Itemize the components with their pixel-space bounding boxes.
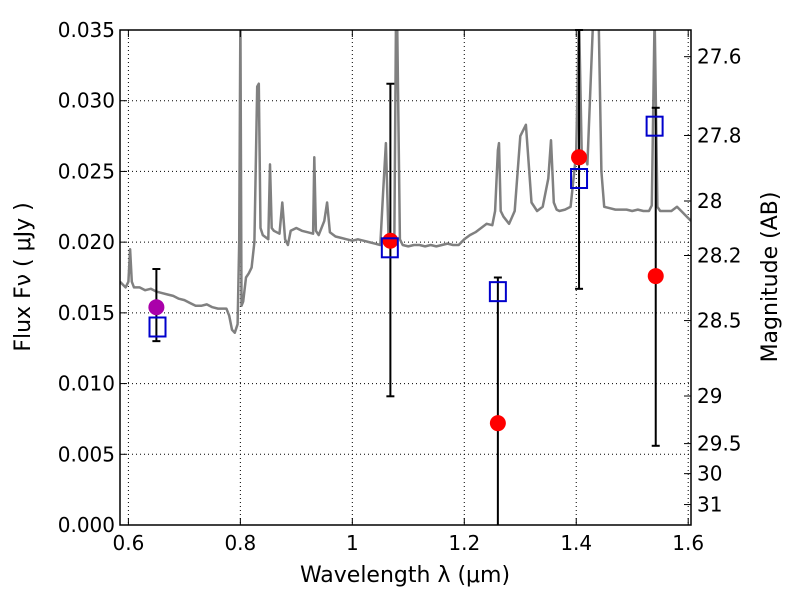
- x-tick-label: 1.2: [448, 531, 480, 555]
- plot-frame: [119, 29, 692, 526]
- x-tick-label: 1.4: [560, 531, 592, 555]
- x-tick-label: 1.6: [672, 531, 704, 555]
- y-tick-label: 0.030: [58, 89, 115, 113]
- observed-point: [647, 268, 664, 285]
- model-band-point: [645, 115, 664, 137]
- y-tick-label: 0.000: [58, 513, 115, 537]
- model-spectrum-layer: [120, 30, 691, 334]
- observed-point: [148, 299, 165, 316]
- y2-tick-label: 27.6: [697, 45, 742, 69]
- y-tick-label: 0.015: [58, 301, 115, 325]
- y2-tick-label: 28.5: [697, 309, 742, 333]
- error-bars-layer: [152, 29, 660, 525]
- y2-tick-label: 29: [697, 384, 722, 408]
- x-axis-label: Wavelength λ (μm): [300, 563, 510, 588]
- x-tick-label: 0.6: [112, 531, 144, 555]
- y-tick-label: 0.010: [58, 372, 115, 396]
- observed-point: [382, 232, 399, 249]
- y2-axis-label: Magnitude (AB): [758, 192, 783, 363]
- y2-tick-label: 28: [697, 189, 722, 213]
- y-tick-label: 0.005: [58, 442, 115, 466]
- x-tick-label: 1: [346, 531, 359, 555]
- model-band-point: [148, 316, 167, 338]
- y-tick-label: 0.035: [58, 18, 115, 42]
- y2-tick-label: 30: [697, 462, 722, 486]
- observed-point: [571, 149, 588, 166]
- observed-points-layer: [148, 149, 664, 432]
- model-band-points-layer: [148, 115, 664, 338]
- model-band-point: [488, 281, 507, 303]
- y2-axis-ticks: 27.6 27.8 28 28.2 28.5 29 29.5 30 31: [684, 45, 742, 517]
- y2-tick-label: 27.8: [697, 123, 742, 147]
- x-tick-label: 0.8: [224, 531, 256, 555]
- x-axis-ticks: 0.6 0.8 1 1.2 1.4 1.6: [112, 30, 704, 555]
- model-spectrum-line: [120, 30, 691, 334]
- y2-tick-label: 31: [697, 493, 722, 517]
- model-band-point: [380, 237, 399, 259]
- y-axis-ticks: 0.000 0.005 0.010 0.015 0.020 0.025 0.030 0.035: [58, 18, 127, 537]
- grid-lines: [120, 29, 691, 526]
- y-axis-label: Flux Fν ( μJy ): [11, 202, 36, 351]
- model-band-point: [570, 168, 589, 189]
- observed-point: [489, 415, 506, 432]
- y2-tick-label: 29.5: [697, 432, 742, 456]
- y-tick-label: 0.020: [58, 230, 115, 254]
- y-tick-label: 0.025: [58, 159, 115, 183]
- y2-tick-label: 28.2: [697, 244, 742, 268]
